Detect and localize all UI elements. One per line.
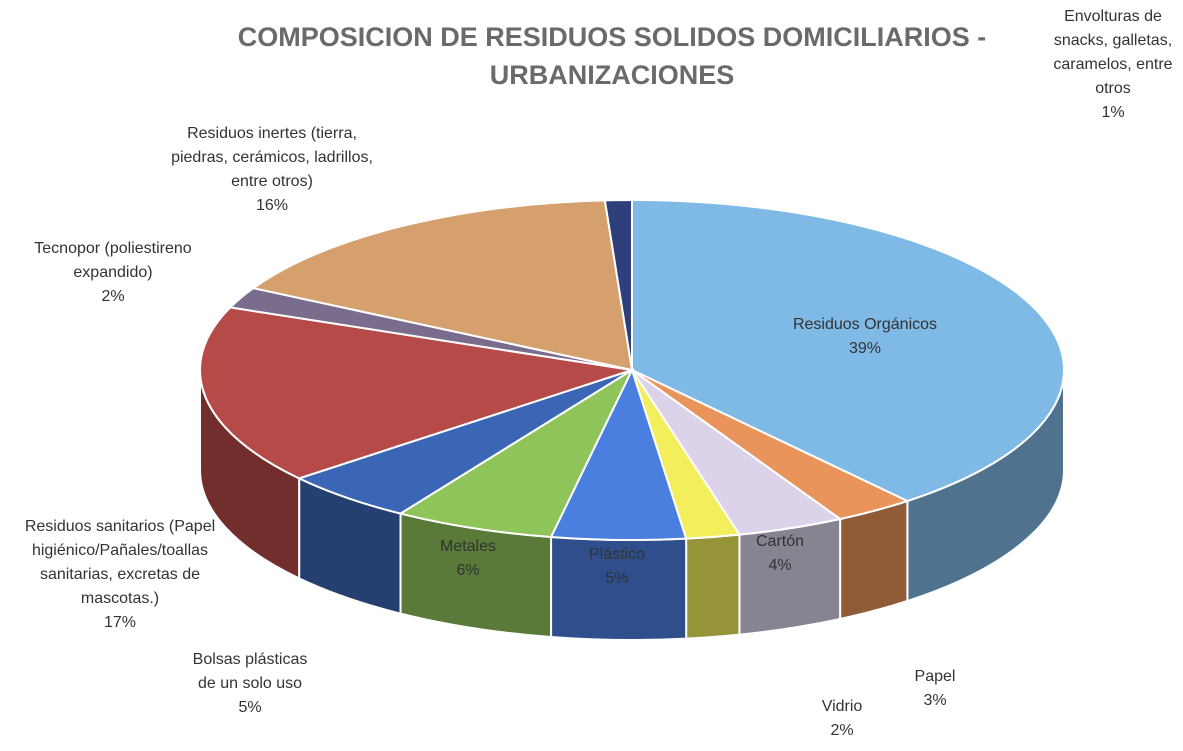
value-label: 1%: [1101, 104, 1125, 121]
pie-slice: [631, 198, 1065, 503]
category-label: Residuos sanitarios (Papel higiénico/Pañ…: [24, 518, 216, 607]
data-label: Bolsas plásticas de un solo uso 5%: [185, 648, 315, 720]
value-label: 6%: [456, 562, 480, 579]
category-label: Residuos Orgánicos: [792, 316, 938, 333]
data-label: Papel 3%: [895, 665, 975, 713]
data-label: Plástico 5%: [572, 543, 662, 591]
value-label: 2%: [101, 288, 125, 305]
value-label: 3%: [923, 692, 947, 709]
pie-slice: [199, 306, 633, 480]
pie-side: [839, 499, 909, 621]
data-label: Envolturas de snacks, galletas, caramelo…: [1051, 5, 1176, 125]
category-label: Residuos inertes (tierra, piedras, cerám…: [171, 125, 373, 190]
pie-slice: [603, 198, 633, 371]
data-label: Metales 6%: [423, 535, 513, 583]
value-label: 5%: [238, 699, 262, 716]
data-label: Residuos sanitarios (Papel higiénico/Pañ…: [4, 515, 236, 635]
data-label: Vidrio 2%: [802, 695, 882, 743]
category-label: Bolsas plásticas de un solo uso: [192, 651, 308, 692]
pie-side: [685, 533, 741, 640]
pie-slice: [397, 367, 635, 539]
category-label: Metales: [439, 538, 497, 555]
pie-slice: [251, 199, 634, 372]
value-label: 16%: [255, 197, 289, 214]
category-label: Envolturas de snacks, galletas, caramelo…: [1053, 8, 1173, 97]
category-label: Cartón: [755, 533, 805, 550]
value-label: 5%: [605, 570, 629, 587]
data-label: Residuos inertes (tierra, piedras, cerám…: [157, 122, 387, 218]
data-label: Cartón 4%: [740, 530, 820, 578]
value-label: 4%: [768, 557, 792, 574]
category-label: Papel: [914, 668, 956, 685]
value-label: 39%: [848, 340, 882, 357]
category-label: Vidrio: [821, 698, 863, 715]
value-label: 17%: [103, 614, 137, 631]
category-label: Plástico: [588, 546, 646, 563]
category-label: Tecnopor (poliestireno expandido): [34, 240, 192, 281]
data-label: Tecnopor (poliestireno expandido) 2%: [3, 237, 223, 309]
value-label: 2%: [830, 722, 854, 739]
data-label: Residuos Orgánicos 39%: [765, 313, 965, 361]
chart-title: COMPOSICION DE RESIDUOS SOLIDOS DOMICILI…: [237, 22, 987, 90]
